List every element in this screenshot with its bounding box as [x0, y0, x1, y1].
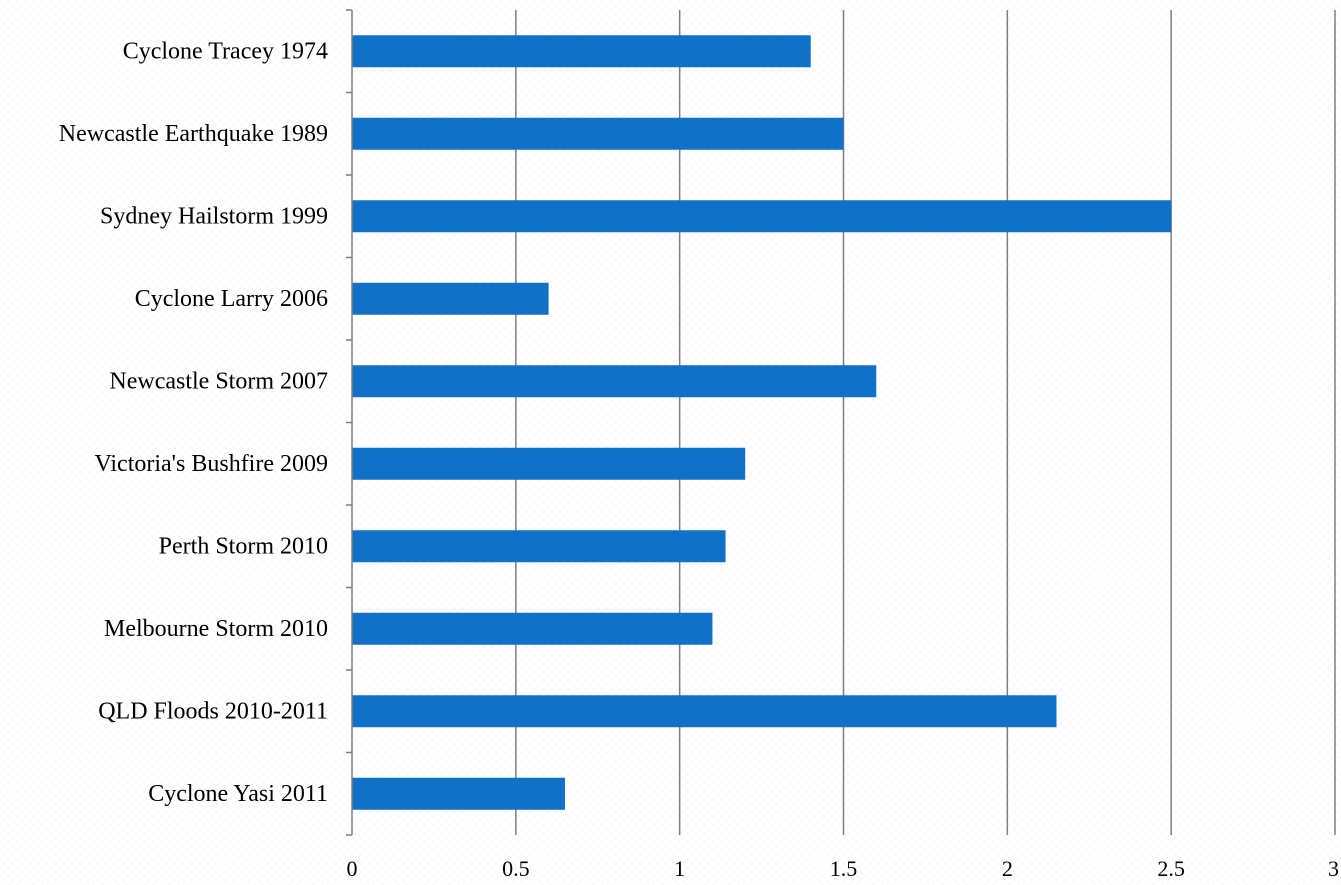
- category-label: Melbourne Storm 2010: [104, 616, 328, 642]
- x-tick-label: 2.5: [1157, 856, 1185, 881]
- bar: [352, 695, 1057, 728]
- bar: [352, 200, 1172, 233]
- category-label: Cyclone Larry 2006: [135, 286, 328, 312]
- category-label: Cyclone Tracey 1974: [123, 38, 328, 64]
- x-tick-label: 3: [1328, 856, 1339, 881]
- category-label: QLD Floods 2010-2011: [98, 698, 328, 724]
- category-label: Newcastle Storm 2007: [109, 368, 328, 394]
- x-tick-label: 0.5: [502, 856, 530, 881]
- bar: [352, 777, 565, 810]
- category-label: Sydney Hailstorm 1999: [100, 203, 328, 229]
- bars: [352, 35, 1172, 810]
- bar: [352, 365, 877, 398]
- x-tick-label: 0: [347, 856, 358, 881]
- bar: [352, 612, 713, 645]
- bar: [352, 447, 746, 480]
- category-label: Victoria's Bushfire 2009: [94, 451, 328, 477]
- category-label: Perth Storm 2010: [159, 533, 328, 559]
- bar: [352, 35, 811, 68]
- axes: [346, 9, 353, 836]
- bar: [352, 117, 844, 150]
- bar: [352, 282, 549, 315]
- x-tick-label: 2: [1002, 856, 1013, 881]
- labels: Cyclone Tracey 1974 Newcastle Earthquake …: [59, 38, 1339, 881]
- x-tick-label: 1: [674, 856, 685, 881]
- category-label: Newcastle Earthquake 1989: [59, 121, 328, 147]
- bar: [352, 530, 726, 563]
- x-tick-label: 1.5: [830, 856, 858, 881]
- category-label: Cyclone Yasi 2011: [148, 781, 328, 807]
